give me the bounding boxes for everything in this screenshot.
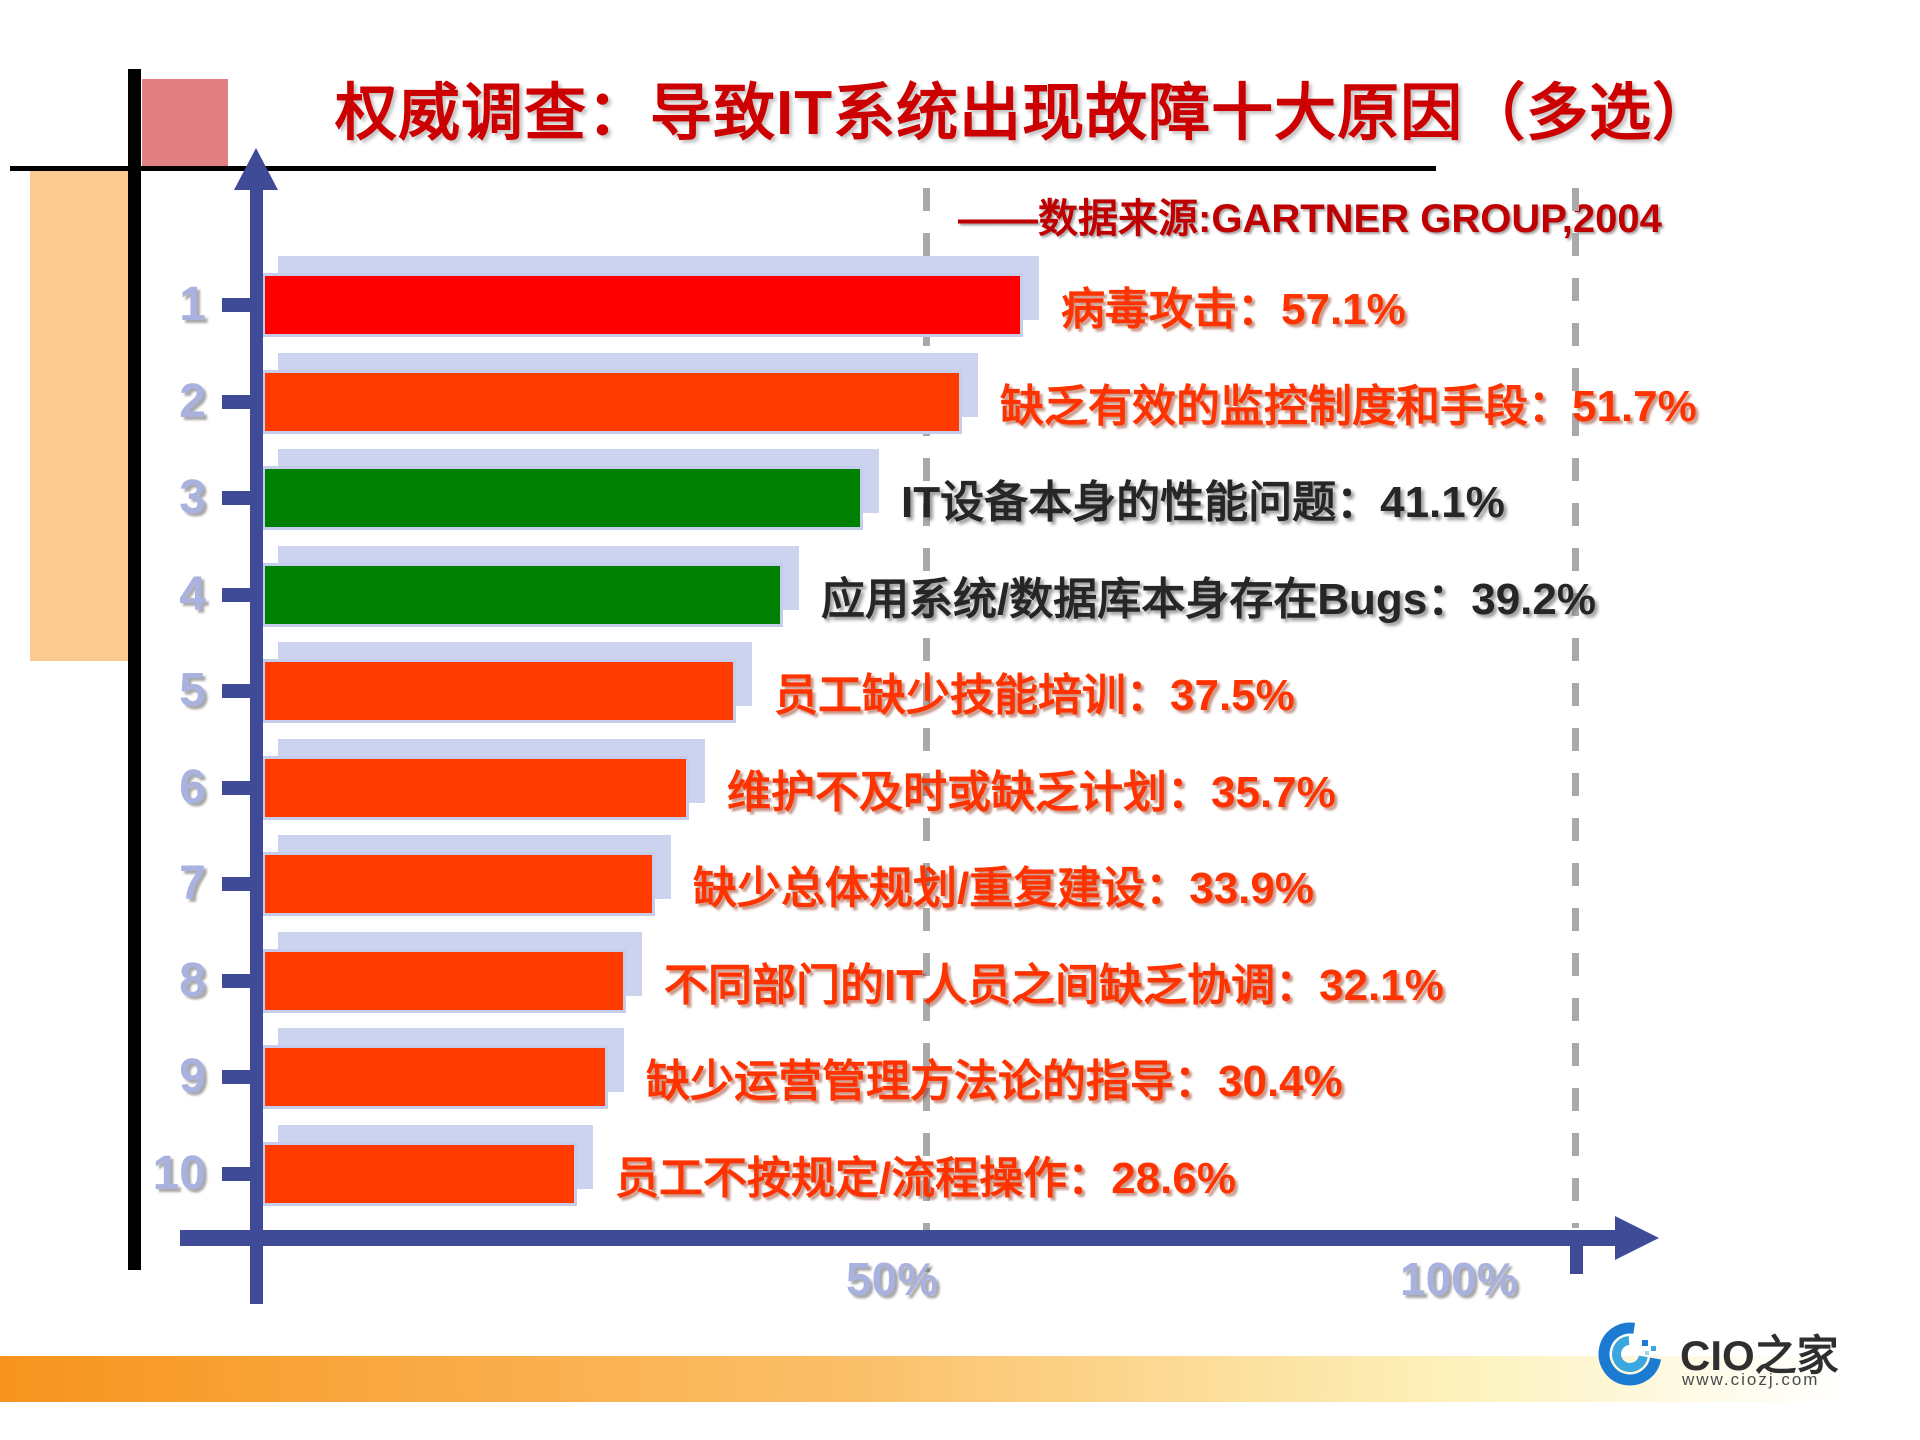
y-axis-tick — [222, 877, 250, 891]
bar-rank-4 — [262, 562, 783, 627]
y-axis-tick — [222, 1070, 250, 1084]
row-rank-label: 2 — [179, 374, 206, 428]
y-axis-tick — [222, 1166, 250, 1181]
gridline-100pct — [1572, 188, 1579, 1228]
y-axis-tick — [222, 780, 250, 795]
row-rank-label: 7 — [179, 857, 206, 910]
y-axis-tick — [222, 491, 250, 505]
logo-text: CIO之家 — [1680, 1332, 1839, 1379]
bar-value-label: 不同部门的IT人员之间缺乏协调：32.1% — [664, 960, 1444, 1010]
y-axis-tick — [222, 298, 250, 312]
bar-value-label: 缺少运营管理方法论的指导：30.4% — [646, 1057, 1343, 1106]
data-source-caption: ——数据来源:GARTNER GROUP,2004 — [958, 197, 1662, 241]
y-axis-tick — [222, 973, 250, 988]
row-rank-label: 6 — [179, 760, 206, 814]
row-rank-label: 1 — [179, 278, 206, 331]
x-axis-tick-100 — [1570, 1246, 1583, 1274]
left-accent-line — [128, 69, 141, 1270]
site-logo: CIO之家 www.ciozj.com — [1596, 1316, 1896, 1416]
row-rank-label: 3 — [179, 471, 206, 524]
page-title: 权威调查：导致IT系统出现故障十大原因（多选） — [335, 79, 1716, 148]
y-axis-arrow-icon — [234, 148, 278, 190]
bar-rank-7 — [262, 852, 655, 916]
title-underline — [10, 166, 1436, 171]
x-axis-arrow-icon — [1615, 1216, 1659, 1260]
bar-rank-3 — [262, 466, 863, 530]
bar-value-label: 应用系统/数据库本身存在Bugs：39.2% — [821, 574, 1596, 624]
bar-value-label: 病毒攻击：57.1% — [1061, 285, 1406, 334]
x-tick-label-50: 50% — [846, 1253, 939, 1305]
x-axis-line — [180, 1230, 1617, 1246]
bar-value-label: 缺少总体规划/重复建设：33.9% — [693, 864, 1314, 913]
bar-value-label: 员工不按规定/流程操作：28.6% — [615, 1153, 1236, 1203]
y-axis-tick — [222, 587, 250, 602]
bar-rank-6 — [262, 755, 689, 820]
bar-rank-2 — [262, 369, 962, 434]
bar-value-label: 维护不及时或缺乏计划：35.7% — [727, 767, 1336, 817]
gridline-50pct — [923, 188, 930, 1272]
row-rank-label: 5 — [179, 664, 206, 717]
bar-rank-8 — [262, 948, 626, 1013]
y-axis-line — [250, 186, 263, 1304]
cio-logo-icon — [1598, 1322, 1662, 1386]
row-rank-label: 8 — [179, 953, 206, 1007]
bar-rank-1 — [262, 273, 1023, 337]
bar-rank-9 — [262, 1045, 608, 1109]
row-rank-label: 10 — [152, 1146, 206, 1200]
row-rank-label: 4 — [179, 567, 206, 621]
logo-url-text: www.ciozj.com — [1682, 1370, 1820, 1389]
bar-value-label: IT设备本身的性能问题：41.1% — [901, 478, 1505, 527]
bar-value-label: 缺乏有效的监控制度和手段：51.7% — [1000, 381, 1697, 431]
bar-value-label: 员工缺少技能培训：37.5% — [774, 671, 1295, 720]
bar-rank-5 — [262, 659, 736, 723]
orange-accent-bar — [30, 171, 128, 661]
y-axis-tick — [222, 684, 250, 698]
y-axis-tick — [222, 394, 250, 409]
x-tick-label-100: 100% — [1400, 1253, 1518, 1305]
row-rank-label: 9 — [179, 1050, 206, 1103]
bar-rank-10 — [262, 1141, 577, 1206]
pink-accent-square — [142, 79, 228, 167]
